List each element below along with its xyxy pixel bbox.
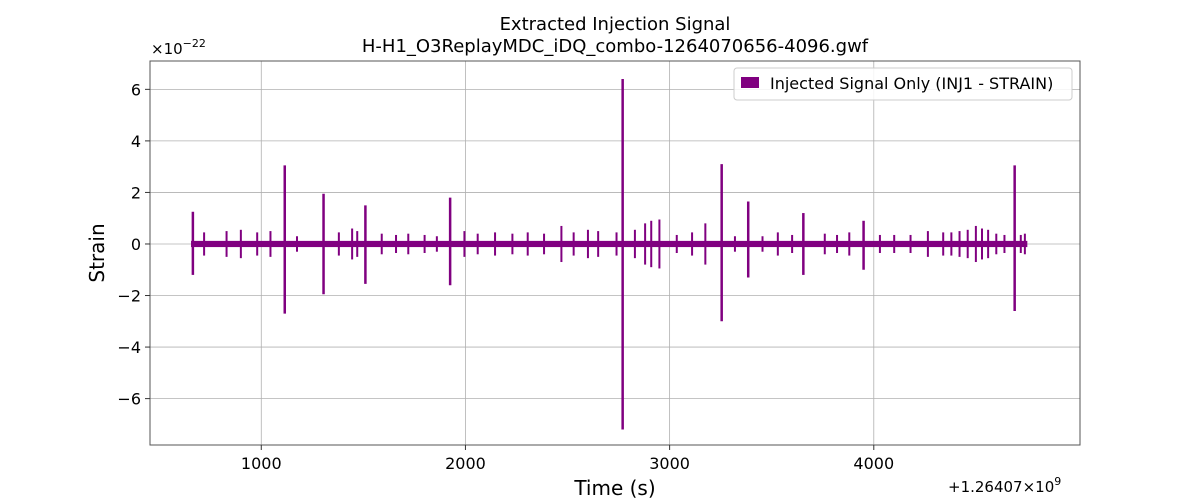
x-tick-label: 3000 <box>649 454 690 473</box>
x-axis-ticks: 1000 2000 3000 4000 <box>241 445 894 473</box>
x-tick-label: 1000 <box>241 454 282 473</box>
x-offset-label: +1.26407×109 <box>948 475 1061 496</box>
legend: Injected Signal Only (INJ1 - STRAIN) <box>733 67 1073 101</box>
chart-subtitle: H-H1_O3ReplayMDC_iDQ_combo-1264070656-40… <box>362 36 869 57</box>
x-offset: +1.26407×109 <box>948 475 1061 496</box>
y-tick-label: −6 <box>117 390 141 409</box>
x-axis-label: Time (s) <box>573 476 655 500</box>
x-tick-label: 2000 <box>445 454 486 473</box>
y-tick-label: −2 <box>117 287 141 306</box>
x-tick-label: 4000 <box>853 454 894 473</box>
y-axis-ticks: −6 −4 −2 0 2 4 6 <box>117 80 150 409</box>
plot-area <box>191 79 1028 430</box>
legend-swatch <box>741 77 759 88</box>
y-scale-factor: ×10−22 <box>151 37 206 58</box>
chart-title: Extracted Injection Signal <box>500 14 731 35</box>
y-scale-label: ×10−22 <box>151 37 206 58</box>
y-tick-label: 4 <box>131 132 141 151</box>
y-tick-label: 2 <box>131 183 141 202</box>
y-tick-label: 6 <box>131 80 141 99</box>
axes-frame <box>149 60 1081 446</box>
y-tick-label: −4 <box>117 338 141 357</box>
y-tick-label: 0 <box>131 235 141 254</box>
legend-box <box>733 67 1073 101</box>
legend-entry: Injected Signal Only (INJ1 - STRAIN) <box>770 74 1053 93</box>
signal-baseline-band <box>191 240 1028 248</box>
y-axis-label: Strain <box>85 223 109 282</box>
